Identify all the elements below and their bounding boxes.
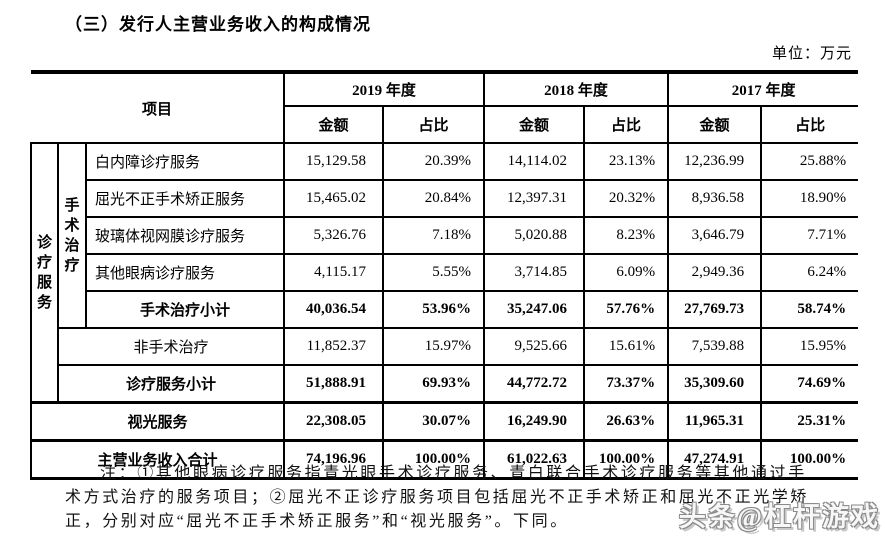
amount-cell: 15,465.02 (283, 179, 385, 218)
ratio-cell: 5.55% (382, 253, 486, 292)
ratio-cell: 18.90% (760, 179, 859, 218)
amount-cell: 4,115.17 (283, 253, 385, 292)
col-header-amount: 金额 (483, 105, 586, 144)
amount-cell: 11,852.37 (283, 327, 385, 366)
ratio-cell: 100.00% (382, 439, 486, 480)
amount-cell: 40,036.54 (283, 290, 385, 329)
ratio-cell: 20.84% (382, 179, 486, 218)
amount-cell: 5,326.76 (283, 216, 385, 255)
amount-cell: 22,308.05 (283, 401, 385, 442)
page-title: （三）发行人主营业务收入的构成情况 (65, 15, 371, 34)
row-label: 非手术治疗 (56, 327, 286, 366)
ratio-cell: 100.00% (760, 439, 859, 480)
header-row-years: 项目 2019 年度 2018 年度 2017 年度 (31, 70, 859, 144)
row-label: 手术治疗小计 (84, 290, 286, 329)
col-header-amount: 金额 (667, 105, 763, 144)
table-row: 诊疗服务 手术治疗 白内障诊疗服务 15,129.58 20.39% 14,11… (30, 142, 859, 404)
amount-cell: 3,714.85 (483, 253, 586, 292)
amount-cell: 51,888.91 (283, 364, 385, 404)
ratio-cell: 8.23% (583, 216, 670, 255)
row-label: 主营业务收入合计 (29, 439, 286, 480)
ratio-cell: 23.13% (583, 142, 670, 181)
table-row: 玻璃体视网膜诊疗服务 5,326.76 7.18% 5,020.88 8.23%… (31, 216, 859, 255)
row-label: 屈光不正手术矫正服务 (84, 179, 286, 218)
col-header-2017: 2017 年度 (667, 70, 859, 107)
row-label: 白内障诊疗服务 (84, 142, 286, 181)
amount-cell: 61,022.63 (483, 439, 586, 480)
ratio-cell: 57.76% (583, 290, 670, 329)
amount-cell: 8,936.58 (667, 179, 763, 218)
row-label: 玻璃体视网膜诊疗服务 (84, 216, 286, 255)
footnote: 注：①其他眼病诊疗服务指青光眼手术诊疗服务、青白联合手术诊疗服务等其他通过手 术… (65, 462, 809, 534)
ratio-cell: 20.32% (583, 179, 670, 218)
amount-cell: 3,646.79 (667, 216, 763, 255)
footnote-line-2: 术方式治疗的服务项目；②屈光不正诊疗服务项目包括屈光不正手术矫正和屈光不正光学矫 (65, 489, 810, 506)
amount-cell: 35,309.60 (667, 364, 763, 404)
amount-cell: 12,236.99 (667, 142, 763, 181)
amount-cell: 44,772.72 (483, 364, 586, 404)
ratio-cell: 6.09% (583, 253, 670, 292)
table-row: 非手术治疗 11,852.37 15.97% 9,525.66 15.61% 7… (31, 327, 859, 366)
ratio-cell: 100.00% (583, 439, 670, 480)
table-row: 屈光不正手术矫正服务 15,465.02 20.84% 12,397.31 20… (31, 179, 859, 218)
ratio-cell: 58.74% (760, 290, 859, 329)
table-row-subtotal-diagnosis: 诊疗服务小计 51,888.91 69.93% 44,772.72 73.37%… (31, 364, 859, 404)
row-label: 视光服务 (29, 401, 286, 442)
amount-cell: 47,274.91 (667, 439, 763, 480)
ratio-cell: 26.63% (583, 401, 670, 442)
col-header-amount: 金额 (283, 105, 385, 144)
row-label: 诊疗服务小计 (56, 364, 286, 404)
row-group-label-surgical-treatment: 手术治疗 (57, 142, 87, 329)
ratio-cell: 15.95% (760, 327, 859, 366)
footnote-line-1: 注：①其他眼病诊疗服务指青光眼手术诊疗服务、青白联合手术诊疗服务等其他通过手 (100, 465, 807, 482)
row-label: 其他眼病诊疗服务 (84, 253, 286, 292)
amount-cell: 12,397.31 (483, 179, 586, 218)
ratio-cell: 15.61% (583, 327, 670, 366)
ratio-cell: 73.37% (583, 364, 670, 404)
revenue-table: 项目 2019 年度 2018 年度 2017 年度 金额 占比 金额 占比 金… (29, 70, 859, 480)
unit-label: 单位：万元 (771, 46, 852, 62)
header-row-measures: 金额 占比 金额 占比 金额 占比 (31, 105, 859, 144)
amount-cell: 5,020.88 (483, 216, 586, 255)
amount-cell: 16,249.90 (483, 401, 586, 442)
amount-cell: 2,949.36 (667, 253, 763, 292)
ratio-cell: 15.97% (382, 327, 486, 366)
col-header-ratio: 占比 (583, 105, 670, 144)
table-row-subtotal-surgery: 手术治疗小计 40,036.54 53.96% 35,247.06 57.76%… (31, 290, 859, 329)
col-header-ratio: 占比 (382, 105, 486, 144)
amount-cell: 35,247.06 (483, 290, 586, 329)
footnote-line-3: 正，分别对应“屈光不正手术矫正服务”和“视光服务”。下同。 (65, 513, 569, 530)
col-header-2018: 2018 年度 (483, 70, 670, 107)
ratio-cell: 7.71% (760, 216, 859, 255)
amount-cell: 14,114.02 (483, 142, 586, 181)
ratio-cell: 30.07% (382, 401, 486, 442)
watermark: 头条@杠杆游戏 (678, 502, 880, 532)
col-header-2019: 2019 年度 (283, 70, 486, 107)
ratio-cell: 25.31% (760, 401, 859, 442)
col-header-ratio: 占比 (760, 105, 859, 144)
amount-cell: 15,129.58 (283, 142, 385, 181)
amount-cell: 27,769.73 (667, 290, 763, 329)
ratio-cell: 20.39% (382, 142, 486, 181)
ratio-cell: 7.18% (382, 216, 486, 255)
ratio-cell: 53.96% (382, 290, 486, 329)
table-row-grand-total: 主营业务收入合计 74,196.96 100.00% 61,022.63 100… (29, 439, 859, 480)
ratio-cell: 74.69% (760, 364, 859, 404)
amount-cell: 11,965.31 (667, 401, 763, 442)
table-row-optical-services: 视光服务 22,308.05 30.07% 16,249.90 26.63% 1… (29, 401, 859, 442)
amount-cell: 7,539.88 (667, 327, 763, 366)
amount-cell: 74,196.96 (283, 439, 385, 480)
row-group-label-diagnosis-services: 诊疗服务 (30, 142, 59, 404)
ratio-cell: 25.88% (760, 142, 859, 181)
col-header-item: 项目 (31, 70, 286, 144)
amount-cell: 9,525.66 (483, 327, 586, 366)
ratio-cell: 69.93% (382, 364, 486, 404)
table-row: 其他眼病诊疗服务 4,115.17 5.55% 3,714.85 6.09% 2… (31, 253, 859, 292)
ratio-cell: 6.24% (760, 253, 859, 292)
